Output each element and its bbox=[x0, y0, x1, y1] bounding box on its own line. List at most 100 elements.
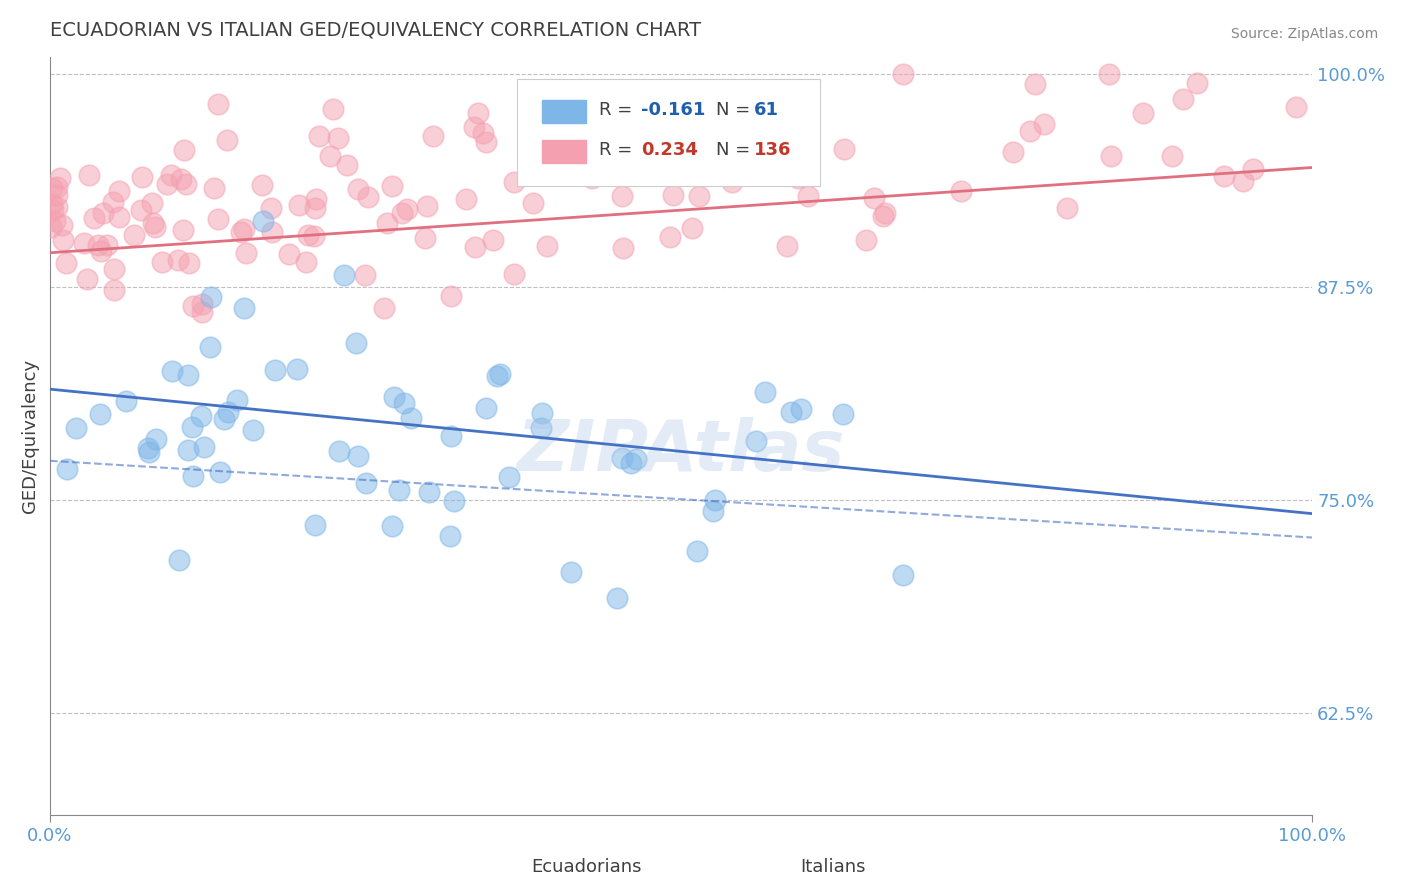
Point bbox=[304, 518, 326, 533]
Point bbox=[242, 424, 264, 438]
Point bbox=[415, 231, 437, 245]
Point bbox=[773, 149, 796, 163]
Point bbox=[1160, 149, 1182, 163]
Point bbox=[794, 102, 817, 116]
Point bbox=[131, 169, 153, 184]
Point bbox=[103, 262, 125, 277]
Point bbox=[463, 120, 485, 134]
Point bbox=[141, 196, 163, 211]
Point bbox=[190, 409, 212, 424]
Text: Italians: Italians bbox=[800, 858, 865, 876]
Point bbox=[793, 106, 815, 120]
Point bbox=[193, 440, 215, 454]
Point bbox=[336, 158, 359, 172]
Point bbox=[682, 112, 704, 127]
Point bbox=[949, 184, 972, 198]
Point bbox=[565, 157, 588, 171]
Point bbox=[471, 126, 494, 140]
Point bbox=[232, 301, 254, 316]
Point bbox=[375, 216, 398, 230]
Point bbox=[145, 432, 167, 446]
Point bbox=[834, 142, 856, 156]
Point bbox=[198, 341, 221, 355]
Point bbox=[418, 484, 440, 499]
Point bbox=[103, 195, 125, 210]
Point bbox=[776, 239, 799, 253]
Point bbox=[779, 405, 801, 419]
Point bbox=[91, 206, 114, 220]
Point bbox=[45, 200, 67, 214]
Point bbox=[1173, 92, 1195, 106]
Point bbox=[779, 134, 801, 148]
Point bbox=[212, 412, 235, 426]
Point bbox=[1056, 201, 1078, 215]
Point bbox=[179, 256, 201, 270]
Point bbox=[475, 401, 498, 415]
Point bbox=[702, 504, 724, 518]
FancyBboxPatch shape bbox=[543, 140, 586, 163]
Point bbox=[172, 222, 194, 236]
Point bbox=[673, 85, 696, 99]
Point bbox=[77, 168, 100, 182]
Point bbox=[209, 465, 232, 479]
Point bbox=[46, 188, 69, 202]
Point bbox=[55, 462, 77, 476]
Point bbox=[115, 393, 138, 408]
Text: 0.234: 0.234 bbox=[641, 141, 697, 159]
Point bbox=[872, 209, 894, 223]
Point bbox=[129, 202, 152, 217]
Point bbox=[354, 475, 377, 490]
Point bbox=[262, 225, 284, 239]
Point bbox=[440, 289, 463, 303]
Point bbox=[503, 175, 526, 189]
Point bbox=[1232, 174, 1254, 188]
Point bbox=[190, 297, 212, 311]
Point bbox=[46, 179, 69, 194]
Point bbox=[264, 363, 287, 377]
Point bbox=[686, 544, 709, 558]
Point bbox=[388, 483, 411, 497]
Point bbox=[751, 120, 773, 134]
Point bbox=[87, 238, 110, 252]
Point bbox=[173, 143, 195, 157]
Point bbox=[304, 201, 326, 215]
Point bbox=[891, 568, 914, 582]
Point bbox=[1024, 77, 1046, 91]
Point bbox=[328, 131, 350, 145]
Point bbox=[797, 189, 820, 203]
Text: Ecuadorians: Ecuadorians bbox=[531, 858, 641, 876]
Point bbox=[277, 247, 299, 261]
Point bbox=[1098, 67, 1121, 81]
Point bbox=[681, 220, 703, 235]
Point bbox=[285, 362, 308, 376]
Point bbox=[232, 221, 254, 235]
Point bbox=[439, 529, 461, 543]
Point bbox=[401, 411, 423, 425]
Point bbox=[855, 233, 877, 247]
Point bbox=[530, 406, 553, 420]
FancyBboxPatch shape bbox=[725, 860, 763, 878]
Point bbox=[65, 420, 87, 434]
Point bbox=[503, 268, 526, 282]
Point bbox=[166, 253, 188, 268]
Point bbox=[49, 170, 72, 185]
Point bbox=[395, 202, 418, 216]
Point bbox=[1187, 76, 1209, 90]
Point bbox=[1132, 105, 1154, 120]
Point bbox=[346, 336, 368, 351]
Point bbox=[610, 189, 633, 203]
Point bbox=[536, 239, 558, 253]
Point bbox=[217, 405, 239, 419]
Point bbox=[162, 364, 184, 378]
Point bbox=[44, 214, 66, 228]
Point bbox=[688, 188, 710, 202]
Point bbox=[181, 299, 204, 313]
Point bbox=[308, 128, 330, 143]
Text: 136: 136 bbox=[755, 141, 792, 159]
Point bbox=[443, 494, 465, 508]
Point bbox=[322, 102, 344, 116]
Point bbox=[612, 241, 634, 255]
Point bbox=[215, 132, 238, 146]
Point bbox=[51, 218, 73, 232]
Point bbox=[143, 219, 166, 234]
